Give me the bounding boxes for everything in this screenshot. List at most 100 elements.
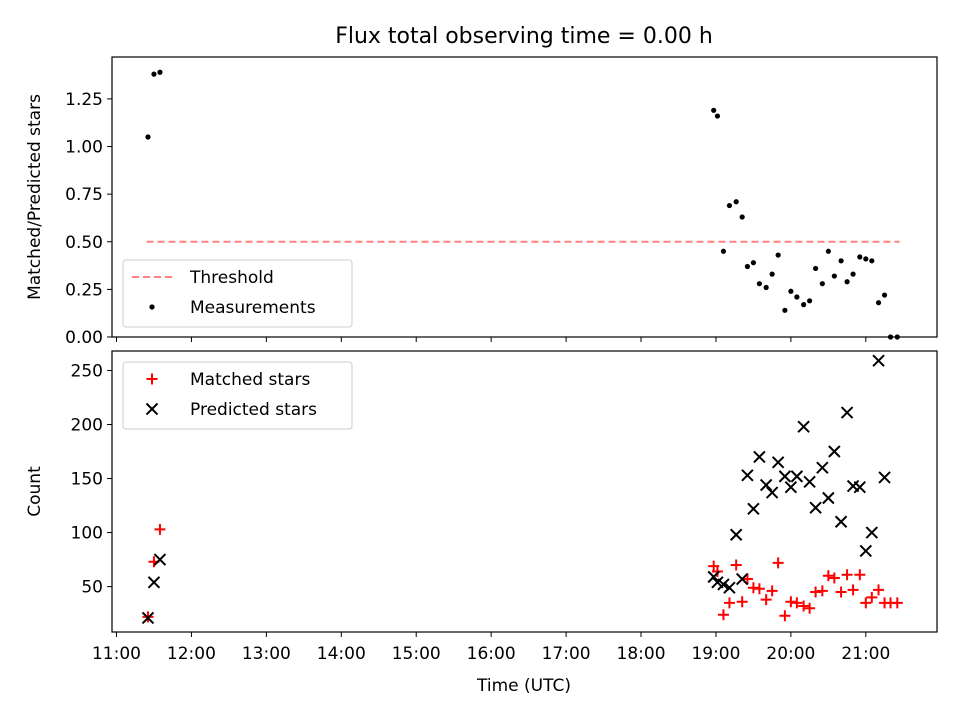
data-point: [147, 576, 161, 589]
legend-box: [122, 259, 353, 328]
y-axis-label: Count: [25, 466, 45, 517]
data-point: [863, 256, 869, 262]
data-point: [869, 258, 875, 264]
data-point: [857, 254, 863, 260]
y-tick-label: 0.25: [65, 280, 103, 300]
data-point: [822, 491, 835, 505]
data-point: [763, 284, 769, 291]
data-point: [785, 596, 797, 608]
x-tick-label: 13:00: [242, 644, 291, 664]
data-point: [881, 292, 888, 298]
data-point: [730, 559, 742, 571]
data-point: [775, 252, 781, 258]
data-point: [809, 501, 822, 514]
data-point: [831, 273, 837, 279]
data-point: [753, 583, 765, 595]
legend-swatch: [145, 402, 159, 416]
data-point: [797, 420, 810, 433]
plot-frame: [111, 56, 938, 338]
data-point: [790, 470, 804, 483]
data-point: [865, 526, 879, 539]
data-point: [816, 585, 828, 597]
data-point: [744, 263, 751, 270]
legend: Threshold Measurements: [122, 259, 353, 328]
data-point: [891, 597, 903, 609]
legend-label: Matched stars: [190, 370, 310, 390]
data-point: [717, 578, 730, 591]
data-point: [784, 480, 798, 494]
data-point: [733, 199, 739, 205]
data-point: [822, 570, 834, 582]
x-tick-label: 16:00: [467, 644, 516, 664]
x-tick-label: 11:00: [92, 644, 141, 664]
data-point: [729, 528, 743, 541]
data-point: [157, 69, 163, 75]
data-point: [798, 600, 810, 612]
data-point: [816, 461, 829, 474]
data-point: [720, 248, 727, 254]
y-axis-label: Matched/Predicted stars: [25, 94, 45, 300]
data-point: [756, 281, 763, 287]
data-point: [778, 470, 792, 483]
data-point: [825, 248, 831, 254]
y-tick-label: 0.00: [65, 328, 103, 348]
data-point: [828, 445, 841, 458]
data-point: [153, 553, 167, 566]
y-tick-label: 1.25: [65, 90, 103, 110]
y-tick-label: 50: [81, 578, 103, 598]
x-tick-label: 18:00: [617, 644, 666, 664]
data-point: [723, 581, 736, 594]
data-point: [803, 475, 816, 488]
data-point: [813, 265, 819, 272]
data-point: [840, 406, 854, 419]
data-point: [707, 570, 720, 584]
data-point: [747, 582, 759, 594]
data-point: [791, 597, 803, 609]
y-tick-label: 0.50: [65, 233, 103, 253]
data-point: [714, 113, 721, 119]
data-point: [739, 214, 745, 220]
data-point: [859, 544, 873, 558]
legend-box: [122, 361, 353, 430]
data-point: [151, 71, 157, 77]
data-point: [154, 523, 166, 535]
data-point: [854, 569, 866, 581]
data-point: [860, 597, 872, 609]
legend-label: Threshold: [189, 268, 274, 288]
data-point: [779, 610, 791, 622]
y-tick-label: 1.00: [65, 138, 103, 158]
data-point: [760, 594, 772, 606]
legend: Matched stars Predicted stars: [122, 361, 353, 430]
y-tick-label: 200: [71, 415, 103, 435]
data-point: [838, 258, 844, 264]
x-tick-label: 19:00: [691, 644, 740, 664]
data-point: [145, 134, 151, 140]
data-point: [769, 271, 775, 277]
data-point: [875, 300, 882, 306]
data-point: [807, 298, 813, 304]
data-point: [711, 107, 717, 113]
data-point: [141, 611, 155, 625]
data-point: [847, 584, 859, 596]
data-point: [878, 471, 891, 484]
data-point: [765, 486, 779, 499]
x-tick-label: 15:00: [392, 644, 441, 664]
data-point: [772, 557, 784, 569]
data-point: [834, 515, 848, 528]
data-point: [866, 591, 878, 603]
plot-frame: [111, 350, 938, 633]
y-tick-label: 100: [71, 524, 103, 544]
data-point: [841, 569, 853, 581]
x-tick-label: 14:00: [317, 644, 366, 664]
data-point: [753, 450, 766, 464]
x-axis-label: Time (UTC): [476, 676, 571, 696]
data-point: [747, 502, 760, 515]
data-point: [794, 294, 800, 300]
legend-swatch: [149, 304, 155, 310]
legend-label: Predicted stars: [190, 400, 317, 420]
x-tick-label: 12:00: [167, 644, 216, 664]
data-point: [736, 596, 748, 608]
data-point: [873, 584, 885, 596]
data-point: [835, 586, 847, 598]
